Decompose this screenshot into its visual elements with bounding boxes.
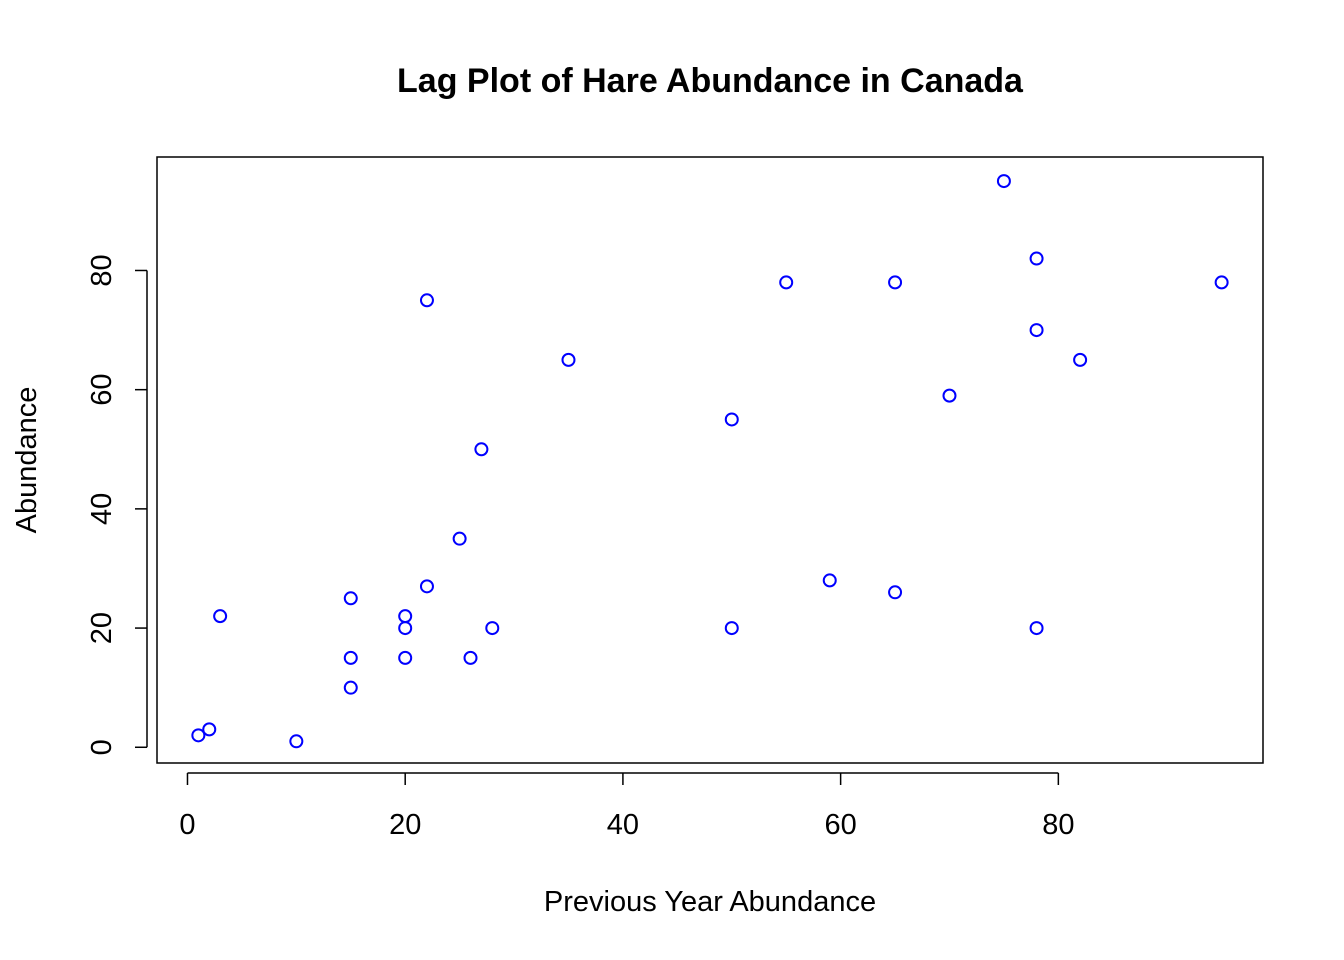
data-point xyxy=(996,174,1011,189)
data-point xyxy=(289,734,304,749)
data-point xyxy=(1214,275,1229,290)
y-tick-label: 20 xyxy=(86,612,118,644)
data-point xyxy=(485,621,500,636)
y-tick-label: 60 xyxy=(86,374,118,406)
data-point xyxy=(398,650,413,665)
x-tick-label: 60 xyxy=(824,809,856,841)
plot-frame xyxy=(156,156,1264,764)
data-point xyxy=(463,650,478,665)
data-point xyxy=(822,573,837,588)
x-tick-label: 80 xyxy=(1042,809,1074,841)
data-point xyxy=(1073,352,1088,367)
data-point xyxy=(202,722,217,737)
data-point xyxy=(343,650,358,665)
x-tick-label: 20 xyxy=(389,809,421,841)
data-point xyxy=(213,609,228,624)
y-axis: 0 20 40 60 80 xyxy=(86,254,148,755)
x-axis: 0 20 40 60 80 xyxy=(179,772,1074,841)
data-point xyxy=(1029,323,1044,338)
data-point xyxy=(398,609,413,624)
y-axis-label: Abundance xyxy=(11,387,43,534)
x-tick-label: 0 xyxy=(179,809,195,841)
data-point xyxy=(1029,251,1044,266)
data-point xyxy=(942,388,957,403)
y-tick-label: 40 xyxy=(86,493,118,525)
data-point xyxy=(343,680,358,695)
x-tick-label: 40 xyxy=(607,809,639,841)
data-point xyxy=(343,591,358,606)
data-point xyxy=(779,275,794,290)
data-point xyxy=(561,352,576,367)
data-point xyxy=(419,293,434,308)
data-point xyxy=(191,728,206,743)
data-point xyxy=(398,621,413,636)
chart-title: Lag Plot of Hare Abundance in Canada xyxy=(397,62,1024,100)
x-axis-label: Previous Year Abundance xyxy=(544,886,876,918)
data-point xyxy=(888,275,903,290)
data-point xyxy=(888,585,903,600)
y-tick-label: 80 xyxy=(86,254,118,286)
y-tick-label: 0 xyxy=(86,739,118,755)
data-point xyxy=(724,621,739,636)
data-point xyxy=(452,531,467,546)
data-point xyxy=(474,442,489,457)
data-point xyxy=(419,579,434,594)
data-point xyxy=(724,412,739,427)
data-point xyxy=(1029,621,1044,636)
data-points xyxy=(191,174,1229,749)
